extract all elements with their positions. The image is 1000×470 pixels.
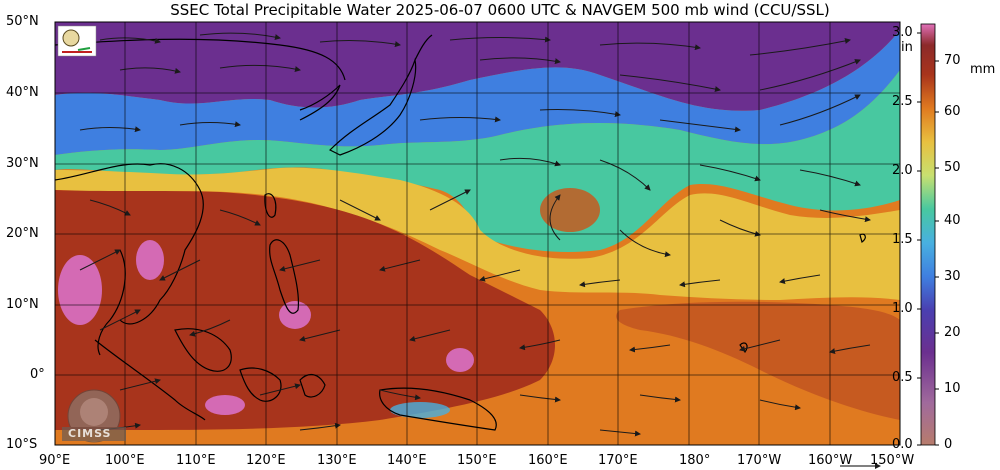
lon-label: 130°E (317, 453, 357, 468)
colorbar-mm-tick: 50 (944, 160, 961, 175)
colorbar-in-tick: 1.0 (892, 301, 913, 316)
lon-label: 110°E (176, 453, 216, 468)
map-frame (54, 21, 901, 446)
extreme-patch (205, 395, 245, 415)
lat-label: 10°N (6, 297, 39, 312)
cimss-logo-text: CIMSS (68, 427, 112, 440)
colorbar-in-unit: in (901, 40, 913, 55)
lon-label: 150°E (457, 453, 497, 468)
extreme-patch (58, 255, 102, 325)
moist-swirl (540, 188, 600, 232)
colorbar-mm-tick: 70 (944, 53, 961, 68)
colorbar-mm-unit: mm (970, 62, 996, 77)
colorbar-mm-tick: 0 (944, 437, 953, 452)
colorbar-mm-tick: 40 (944, 213, 961, 228)
lon-label: 90°E (39, 453, 71, 468)
colorbar-ticks (917, 32, 939, 446)
map-field (55, 22, 900, 445)
wet-region-east (616, 301, 900, 420)
lat-label: 20°N (6, 226, 39, 241)
colorbar-in-tick: 3.0 (892, 25, 913, 40)
ssec-logo (57, 25, 97, 57)
lat-label: 50°N (6, 14, 39, 29)
map-title: SSEC Total Precipitable Water 2025-06-07… (170, 1, 830, 19)
colorbar-mm-tick: 60 (944, 104, 961, 119)
lat-label: 30°N (6, 156, 39, 171)
colorbar-in-tick: 0.5 (892, 370, 913, 385)
colorbar-mm-tick: 30 (944, 269, 961, 284)
extreme-patch (136, 240, 164, 280)
lon-label: 140°E (387, 453, 427, 468)
moderate-band (55, 70, 900, 252)
colorbar (920, 23, 936, 446)
lon-label: 170°W (737, 453, 782, 468)
lon-label: 100°E (105, 453, 145, 468)
lat-label: 10°S (6, 437, 38, 452)
colorbar-in-tick: 0.0 (892, 437, 913, 452)
lon-label: 120°E (246, 453, 286, 468)
colorbar-in-tick: 2.5 (892, 94, 913, 109)
colorbar-in-tick: 1.5 (892, 232, 913, 247)
colorbar-mm-tick: 10 (944, 381, 961, 396)
wind-vectors (79, 32, 871, 437)
colorbar-mm-tick: 20 (944, 325, 961, 340)
lat-label: 40°N (6, 85, 39, 100)
dry-patch (390, 402, 450, 418)
lon-label: 180° (679, 453, 711, 468)
lon-label: 150°W (870, 453, 915, 468)
lat-label: 0° (30, 367, 45, 382)
lon-label: 170°E (598, 453, 638, 468)
lon-label: 160°E (528, 453, 568, 468)
cimss-logo (62, 389, 126, 443)
colorbar-in-tick: 2.0 (892, 163, 913, 178)
graticule (55, 22, 900, 445)
lon-label: 160°W (808, 453, 853, 468)
extreme-patch (446, 348, 474, 372)
